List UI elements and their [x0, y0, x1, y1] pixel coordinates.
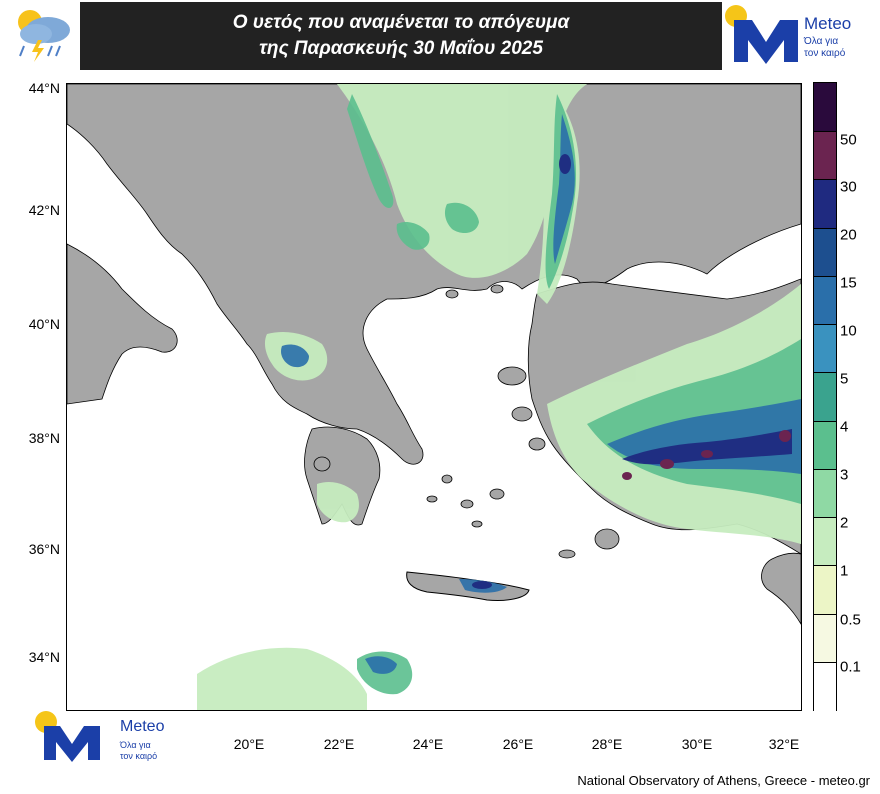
title-banner: Ο υετός που αναμένεται το απόγευμα της Π…: [80, 2, 722, 70]
south-coast-land: [761, 552, 801, 625]
lon-label-20: 20°E: [233, 736, 265, 752]
legend-label-30: 30: [840, 178, 857, 196]
legend-bin-0: [814, 83, 836, 132]
lon-label-32: 32°E: [768, 736, 800, 752]
meteo-logo-top: Meteo Όλα για τον καιρό: [724, 2, 874, 72]
legend-label-20: 20: [840, 226, 857, 244]
aegean-islands: [313, 284, 620, 559]
legend-label-5: 5: [840, 370, 849, 388]
legend-label-0-1: 0.1: [840, 658, 861, 676]
lon-label-28: 28°E: [591, 736, 623, 752]
map-canvas: [67, 84, 801, 710]
lon-label-30: 30°E: [681, 736, 713, 752]
lon-label-22: 22°E: [323, 736, 355, 752]
logo-bottom-tagline-2: τον καιρό: [120, 751, 158, 761]
precip-extreme: [622, 430, 791, 480]
legend-label-3: 3: [840, 466, 849, 484]
legend-label-10: 10: [840, 322, 857, 340]
lat-label-40: 40°N: [28, 316, 60, 332]
logo-tagline-2: τον καιρό: [804, 48, 846, 59]
logo-bottom-tagline-1: Όλα για: [120, 740, 151, 750]
lon-label-24: 24°E: [412, 736, 444, 752]
legend-bin-11: [814, 613, 836, 663]
rain-cloud-icon: [18, 10, 70, 62]
lat-label-34: 34°N: [28, 649, 60, 665]
lat-label-44: 44°N: [28, 80, 60, 96]
legend-bin-5: [814, 324, 836, 374]
meteo-logo-bottom: Meteo Όλα για τον καιρό: [30, 708, 190, 764]
lon-label-26: 26°E: [502, 736, 534, 752]
legend-bin-1: [814, 131, 836, 181]
legend-label-0-5: 0.5: [840, 611, 861, 629]
legend-label-15: 15: [840, 274, 857, 292]
legend-bin-2: [814, 179, 836, 229]
title-line-1: Ο υετός που αναμένεται το απόγευμα: [232, 12, 570, 33]
legend-bin-4: [814, 275, 836, 326]
precip-legend-bar: [813, 82, 837, 711]
legend-bin-12: [814, 661, 836, 711]
precip-intense: [472, 154, 792, 589]
legend-bin-3: [814, 227, 836, 277]
logo-bottom-name: Meteo: [120, 718, 165, 735]
legend-label-1: 1: [840, 562, 849, 580]
meteo-m-icon: [725, 5, 798, 64]
legend-bin-10: [814, 565, 836, 615]
lat-label-42: 42°N: [28, 202, 60, 218]
credit-text: National Observatory of Athens, Greece -…: [577, 773, 870, 788]
legend-label-50: 50: [840, 131, 857, 149]
legend-bin-9: [814, 517, 836, 567]
precipitation-map: [66, 83, 802, 711]
legend-label-4: 4: [840, 418, 849, 436]
legend-bin-6: [814, 372, 836, 422]
lat-label-36: 36°N: [28, 541, 60, 557]
lat-label-38: 38°N: [28, 430, 60, 446]
meteo-m-icon-bottom: [35, 711, 100, 762]
legend-bin-8: [814, 468, 836, 519]
legend-bin-7: [814, 420, 836, 470]
title-line-2: της Παρασκευής 30 Μαΐου 2025: [259, 38, 543, 59]
italy-land: [67, 243, 178, 405]
legend-label-2: 2: [840, 514, 849, 532]
logo-tagline-1: Όλα για: [804, 36, 839, 47]
logo-name: Meteo: [804, 14, 852, 33]
